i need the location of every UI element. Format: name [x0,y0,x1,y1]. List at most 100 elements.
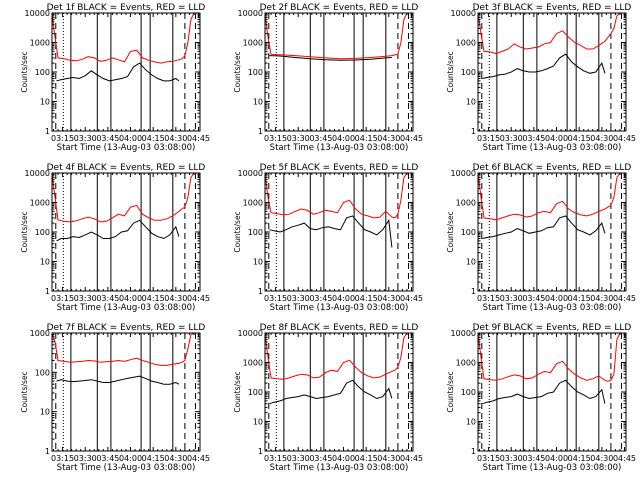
y-tick-label: 10 [40,258,50,267]
events-series-line [269,55,392,61]
x-tick-label: 04:45 [187,294,210,303]
y-tick-label: 10 [466,258,476,267]
events-series-line [56,219,180,242]
x-axis-label: Start Time (13-Aug-03 03:08:00) [57,303,196,313]
panel-title: Det 4f BLACK = Events, RED = LLD [47,163,206,173]
y-tick-label: 10000 [451,329,476,338]
x-axis-label: Start Time (13-Aug-03 03:08:00) [57,463,196,473]
plot-frame [477,12,627,132]
x-tick-label: 04:15 [568,454,591,463]
x-axis-label: Start Time (13-Aug-03 03:08:00) [270,463,409,473]
x-tick-label: 03:15 [477,294,500,303]
panel-det-9f: Det 9f BLACK = Events, RED = LLD 1 10 100 10… [446,323,636,473]
y-tick-label: 100 [248,388,263,397]
events-series-line [269,379,393,405]
y-axis-label: Counts/sec [233,211,242,252]
panel-title: Det 6f BLACK = Events, RED = LLD [473,163,632,173]
x-tick-label: 04:00 [119,134,142,143]
x-tick-label: 03:30 [500,294,523,303]
y-tick-label: 10 [253,418,263,427]
x-tick-label: 03:45 [522,294,545,303]
y-tick-label: 1000 [456,39,476,48]
x-tick-label: 04:30 [377,294,400,303]
y-tick-label: 1 [471,127,476,136]
y-axis-label: Counts/sec [446,51,455,92]
y-tick-label: 1 [45,447,50,456]
x-tick-label: 03:15 [477,134,500,143]
y-tick-label: 100 [35,368,50,377]
panel-det-7f: Det 7f BLACK = Events, RED = LLD 1 10 100 10… [20,323,210,473]
y-tick-label: 1 [258,127,263,136]
panel-title: Det 9f BLACK = Events, RED = LLD [473,323,632,333]
x-tick-label: 03:15 [51,294,74,303]
panel-det-3f: Det 3f BLACK = Events, RED = LLD 1 10 100 10… [446,3,636,153]
y-tick-label: 1000 [456,359,476,368]
x-tick-label: 03:30 [287,134,310,143]
panel-det-8f: Det 8f BLACK = Events, RED = LLD 1 10 100 10… [233,323,423,473]
x-axis-label: Start Time (13-Aug-03 03:08:00) [483,463,622,473]
plot-frame [477,172,627,292]
events-series-line [56,62,180,82]
y-tick-label: 10 [466,98,476,107]
lld-series-line [264,332,413,380]
x-tick-label: 04:15 [142,134,165,143]
x-tick-label: 03:45 [96,454,119,463]
lld-series-line [51,332,200,366]
x-tick-label: 04:30 [164,134,187,143]
x-tick-label: 04:30 [590,454,613,463]
x-tick-label: 04:45 [187,454,210,463]
y-tick-label: 1000 [243,359,263,368]
y-tick-label: 10 [40,408,50,417]
panel-title: Det 8f BLACK = Events, RED = LLD [260,323,419,333]
plot-frame [264,172,414,292]
events-series-line [56,375,180,385]
plot-frame [264,12,414,132]
y-tick-label: 1 [471,287,476,296]
panel-det-5f: Det 5f BLACK = Events, RED = LLD 1 10 100 10… [233,163,423,313]
panel-det-6f: Det 6f BLACK = Events, RED = LLD 1 10 100 10… [446,163,636,313]
x-tick-label: 04:00 [119,454,142,463]
y-tick-label: 100 [461,388,476,397]
lld-series-line [477,12,626,55]
x-tick-label: 04:00 [332,134,355,143]
y-tick-label: 100 [461,228,476,237]
panel-title: Det 3f BLACK = Events, RED = LLD [473,3,632,13]
y-tick-label: 100 [248,68,263,77]
x-tick-label: 03:45 [522,134,545,143]
panel-det-2f: Det 2f BLACK = Events, RED = LLD 1 10 100 10… [233,3,423,153]
x-tick-label: 04:00 [545,294,568,303]
y-tick-label: 10000 [451,169,476,178]
y-tick-label: 1 [45,127,50,136]
y-tick-label: 10000 [25,169,50,178]
x-tick-label: 03:15 [264,294,287,303]
x-tick-label: 03:15 [264,134,287,143]
x-tick-label: 03:45 [96,134,119,143]
y-axis-label: Counts/sec [446,211,455,252]
x-tick-label: 03:45 [96,294,119,303]
y-tick-label: 1 [45,287,50,296]
x-tick-label: 03:15 [477,454,500,463]
y-tick-label: 1 [258,447,263,456]
y-tick-label: 1000 [243,39,263,48]
x-tick-label: 03:30 [74,454,97,463]
x-tick-label: 03:30 [74,134,97,143]
x-tick-label: 04:45 [613,134,636,143]
x-tick-label: 04:15 [142,454,165,463]
x-tick-label: 03:15 [51,454,74,463]
x-tick-label: 04:30 [164,454,187,463]
x-tick-label: 03:30 [500,454,523,463]
y-axis-label: Counts/sec [233,371,242,412]
x-tick-label: 04:15 [355,454,378,463]
events-series-line [482,379,606,405]
panel-title: Det 2f BLACK = Events, RED = LLD [260,3,419,13]
x-tick-label: 04:15 [568,294,591,303]
y-axis-label: Counts/sec [20,211,29,252]
y-tick-label: 10000 [25,9,50,18]
y-tick-label: 100 [35,68,50,77]
x-tick-label: 03:30 [500,134,523,143]
x-tick-label: 03:30 [74,294,97,303]
panel-det-4f: Det 4f BLACK = Events, RED = LLD 1 10 100 10… [20,163,210,313]
x-tick-label: 04:45 [400,294,423,303]
x-tick-label: 04:45 [613,294,636,303]
